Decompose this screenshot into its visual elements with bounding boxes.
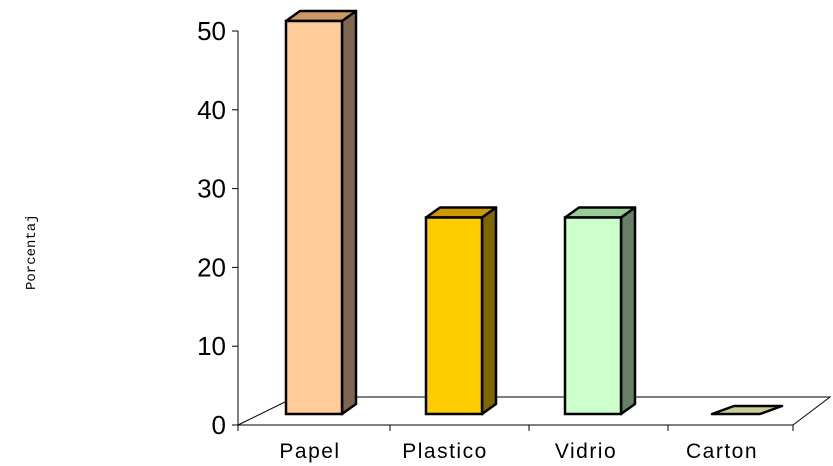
chart-floor <box>237 396 832 426</box>
bar <box>284 19 344 416</box>
x-tick-label: Plastico <box>402 440 488 463</box>
y-tick-labels: 0 10 20 30 40 50 <box>197 16 226 440</box>
bar-top <box>424 206 498 219</box>
bar-side <box>480 206 498 416</box>
bar-side <box>340 9 358 416</box>
x-tick-label: Papel <box>279 440 340 463</box>
y-tick-label: 50 <box>197 16 226 46</box>
bar <box>710 404 784 416</box>
y-tick-label: 40 <box>197 95 226 125</box>
bars <box>284 9 784 416</box>
bar <box>424 216 484 416</box>
x-tick-label: Vidrio <box>555 440 617 463</box>
floor-outline <box>237 396 832 426</box>
bar-top <box>284 9 358 23</box>
bar <box>563 216 623 416</box>
y-tick-label: 20 <box>197 252 226 282</box>
axes <box>232 30 794 431</box>
x-tick-labels: Papel Plastico Vidrio Carton <box>279 440 758 463</box>
bar-top <box>563 206 637 219</box>
y-tick-label: 10 <box>197 331 226 361</box>
y-tick-label: 0 <box>212 410 226 440</box>
bar-side <box>619 206 637 416</box>
x-tick-label: Carton <box>686 440 758 463</box>
y-axis-title: Porcentaj <box>24 214 40 290</box>
y-tick-label: 30 <box>197 174 226 204</box>
